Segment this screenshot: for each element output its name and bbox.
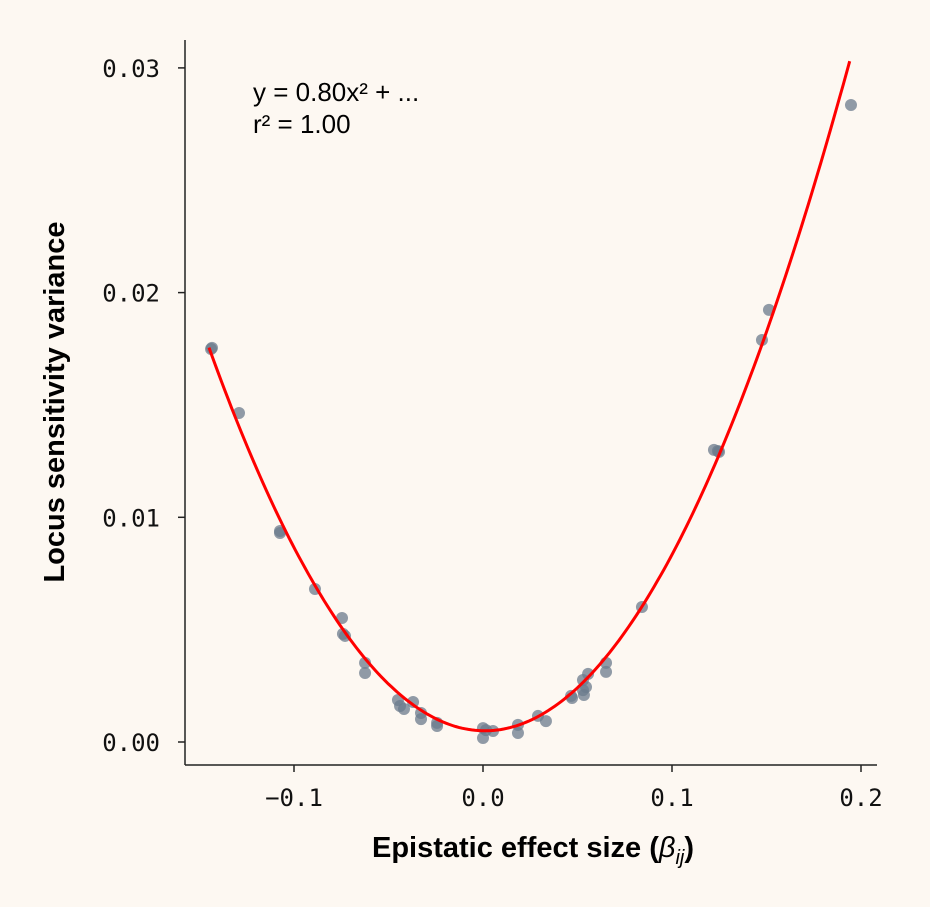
data-point-14 <box>407 696 420 709</box>
x-tick-label: −0.1 <box>265 784 323 812</box>
y-tick-label: 0.03 <box>102 55 160 83</box>
x-tick-label: 0.2 <box>839 784 882 812</box>
data-point-4 <box>274 527 287 540</box>
data-point-35 <box>600 665 613 678</box>
data-point-13 <box>397 702 410 715</box>
data-point-18 <box>431 720 444 733</box>
x-tick-label: 0.0 <box>461 784 504 812</box>
plot-marks <box>205 60 857 744</box>
x-axis-label: Epistatic effect size (βij) <box>372 832 694 869</box>
axis-ticks: −0.1 0.0 0.1 0.2 0.00 0.01 0.02 0.03 <box>102 55 882 812</box>
data-point-24 <box>511 727 524 740</box>
data-point-33 <box>582 667 595 680</box>
x-axis-label-subscript: ij <box>675 847 684 869</box>
fit-r-squared: r² = 1.00 <box>253 109 351 139</box>
data-point-42 <box>844 98 857 111</box>
fit-curve <box>207 60 852 733</box>
x-tick-label: 0.1 <box>650 784 693 812</box>
y-axis-label: Locus sensitivity variance <box>39 221 71 582</box>
fit-equation: y = 0.80x² + ... <box>253 77 419 107</box>
data-point-26 <box>539 715 552 728</box>
x-axis-label-text: Epistatic effect size ( <box>372 832 659 864</box>
data-point-16 <box>415 713 428 726</box>
x-axis-label-suffix: ) <box>684 832 694 864</box>
data-point-10 <box>359 667 372 680</box>
x-axis-label-symbol: β <box>658 832 676 864</box>
y-tick-label: 0.01 <box>102 504 160 532</box>
y-tick-label: 0.02 <box>102 280 160 308</box>
data-point-6 <box>336 611 349 624</box>
y-tick-label: 0.00 <box>102 729 160 757</box>
